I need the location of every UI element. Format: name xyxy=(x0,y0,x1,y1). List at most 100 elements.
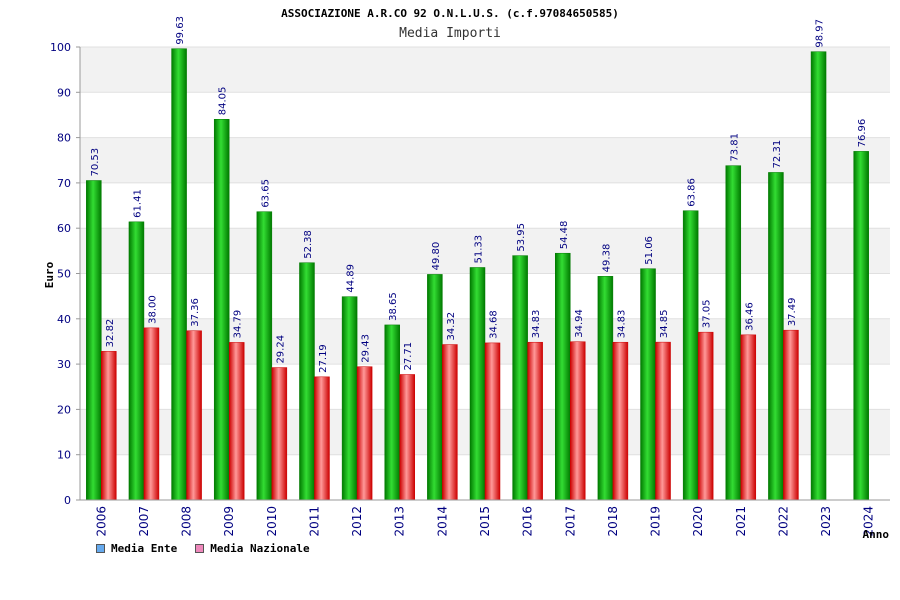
bar-media-ente xyxy=(299,262,315,501)
x-tick-label: 2011 xyxy=(307,506,321,537)
bar-media-nazionale xyxy=(143,327,160,501)
bar-media-ente xyxy=(128,221,145,501)
x-tick-label: 2008 xyxy=(180,506,194,537)
y-tick-label: 50 xyxy=(57,268,71,281)
x-tick-label: 2009 xyxy=(222,506,236,537)
bar-media-ente xyxy=(725,165,742,501)
bar-media-nazionale xyxy=(697,331,714,501)
x-tick-label: 2007 xyxy=(137,506,151,537)
x-tick-label: 2010 xyxy=(265,506,279,537)
bar-media-ente xyxy=(213,119,230,501)
x-tick-label: 2019 xyxy=(649,506,663,537)
value-label-ente: 38.65 xyxy=(388,292,399,321)
value-label-nazionale: 34.32 xyxy=(446,312,457,341)
legend-label-nazionale: Media Nazionale xyxy=(210,542,310,555)
value-label-nazionale: 34.68 xyxy=(489,310,500,339)
bar-media-ente xyxy=(86,180,102,501)
value-label-ente: 54.48 xyxy=(559,221,570,250)
x-tick-label: 2016 xyxy=(521,506,535,537)
x-tick-label: 2023 xyxy=(819,506,833,537)
value-label-nazionale: 34.83 xyxy=(531,310,542,339)
value-label-nazionale: 34.79 xyxy=(233,310,244,339)
x-axis-label: Anno xyxy=(863,528,890,541)
bar-media-nazionale xyxy=(527,341,543,501)
bar-media-ente xyxy=(640,268,656,501)
legend-item-media-ente: Media Ente xyxy=(96,542,177,555)
bar-media-nazionale xyxy=(442,344,458,501)
value-label-ente: 44.89 xyxy=(346,264,357,293)
x-tick-label: 2018 xyxy=(606,506,620,537)
bar-media-nazionale xyxy=(484,342,501,501)
bar-media-nazionale xyxy=(655,341,671,501)
legend-label-ente: Media Ente xyxy=(111,542,178,555)
y-axis-ticks: 0 10 20 30 40 50 60 70 80 90 100 xyxy=(50,41,71,507)
x-tick-label: 2021 xyxy=(734,506,748,537)
bar-media-ente xyxy=(682,210,699,501)
legend-swatch-nazionale xyxy=(195,544,205,553)
value-label-nazionale: 34.94 xyxy=(574,309,585,338)
bar-media-ente xyxy=(512,255,528,501)
value-label-nazionale: 37.49 xyxy=(787,298,798,327)
value-label-ente: 76.96 xyxy=(857,119,868,148)
bar-media-nazionale xyxy=(740,334,757,501)
value-label-ente: 63.65 xyxy=(260,179,271,208)
bar-media-ente xyxy=(469,267,486,501)
value-label-nazionale: 29.24 xyxy=(275,335,286,364)
value-label-nazionale: 37.36 xyxy=(190,298,201,327)
legend: Media Ente Media Nazionale xyxy=(96,542,310,555)
value-label-ente: 84.05 xyxy=(218,87,229,116)
value-label-nazionale: 37.05 xyxy=(702,300,713,329)
bar-media-ente xyxy=(768,172,784,501)
bar-media-ente xyxy=(427,274,443,501)
value-label-ente: 51.06 xyxy=(644,236,655,265)
bar-media-ente xyxy=(384,324,400,501)
bar-media-nazionale xyxy=(399,374,415,501)
y-tick-label: 20 xyxy=(57,403,71,416)
bar-media-ente xyxy=(171,48,187,501)
value-label-nazionale: 36.46 xyxy=(744,302,755,331)
bar-media-ente xyxy=(597,276,614,501)
value-label-nazionale: 27.19 xyxy=(318,344,329,373)
value-label-nazionale: 34.83 xyxy=(616,310,627,339)
y-axis-label: Euro xyxy=(43,261,56,288)
value-label-ente: 49.38 xyxy=(601,244,612,273)
value-label-ente: 51.33 xyxy=(474,235,485,264)
legend-swatch-ente xyxy=(96,544,105,553)
bar-media-ente xyxy=(853,151,869,501)
y-tick-label: 80 xyxy=(57,132,71,145)
x-tick-label: 2014 xyxy=(435,506,449,537)
x-tick-label: 2024 xyxy=(862,506,876,537)
x-tick-label: 2013 xyxy=(393,506,407,537)
chart-title: ASSOCIAZIONE A.R.CO 92 O.N.L.U.S. (c.f.9… xyxy=(281,7,619,20)
x-tick-label: 2017 xyxy=(563,506,577,537)
value-label-ente: 98.97 xyxy=(815,19,826,48)
value-label-nazionale: 29.43 xyxy=(361,334,372,363)
y-tick-label: 90 xyxy=(57,86,71,99)
value-label-ente: 53.95 xyxy=(516,223,527,252)
value-label-ente: 99.63 xyxy=(175,16,186,45)
bar-media-nazionale xyxy=(314,376,330,501)
x-tick-label: 2012 xyxy=(350,506,364,537)
value-label-ente: 72.31 xyxy=(772,140,783,169)
y-tick-label: 100 xyxy=(50,41,71,54)
y-tick-label: 10 xyxy=(57,449,71,462)
value-label-nazionale: 38.00 xyxy=(147,295,158,324)
value-label-nazionale: 27.71 xyxy=(403,342,414,371)
value-label-ente: 73.81 xyxy=(729,133,740,162)
value-labels: 70.53 32.82 61.41 38.00 99.63 37.36 84.05 34.79… xyxy=(90,16,868,373)
x-axis-ticks: 2006 2007 2008 2009 2010 2011 2012 2013 2014 2015… xyxy=(94,506,875,537)
bar-media-ente xyxy=(555,252,571,501)
legend-item-media-nazionale: Media Nazionale xyxy=(195,542,310,555)
y-tick-label: 40 xyxy=(57,313,71,326)
x-tick-label: 2006 xyxy=(94,506,108,537)
value-label-nazionale: 34.85 xyxy=(659,309,670,338)
value-label-ente: 63.86 xyxy=(687,178,698,207)
y-tick-label: 30 xyxy=(57,358,71,371)
value-label-ente: 61.41 xyxy=(132,189,143,218)
bar-media-nazionale xyxy=(101,351,117,501)
bar-media-nazionale xyxy=(783,329,799,501)
value-label-ente: 70.53 xyxy=(90,148,101,177)
bar-media-ente xyxy=(256,211,273,501)
y-tick-label: 70 xyxy=(57,177,71,190)
